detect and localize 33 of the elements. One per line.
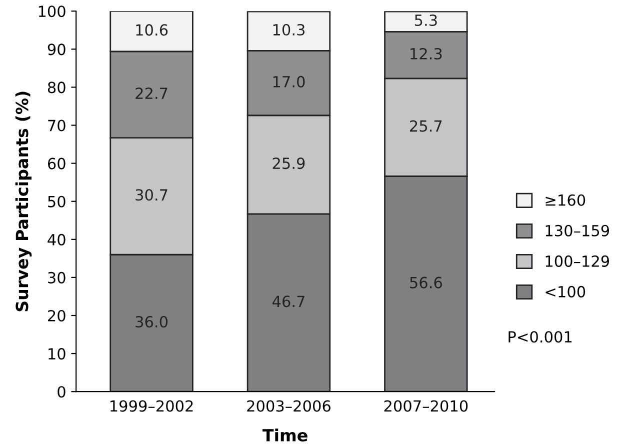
x-tick-label: 1999–2002 [110,400,193,412]
data-label: 10.6 [136,24,168,36]
legend-label: ≥160 [546,194,586,206]
y-tick-label: 90 [48,44,66,56]
legend-label: 100–129 [546,255,610,267]
legend-label: <100 [546,286,586,298]
y-tick-label: 60 [48,158,66,170]
y-tick-label: 30 [48,272,66,284]
y-axis-title: Survey Participants (%) [15,92,32,312]
data-label: 56.6 [410,276,442,288]
x-axis-title: Time [262,428,308,442]
y-tick-label: 20 [48,310,66,322]
x-tick-label: 2007–2010 [384,400,468,412]
text: P<0.001 [508,331,572,343]
data-label: 25.9 [272,158,305,170]
y-tick-label: 0 [58,386,66,398]
data-label: 10.3 [273,24,305,36]
y-tick-label: 70 [48,120,66,132]
y-tick-label: 10 [48,348,66,360]
data-label: 25.7 [410,120,442,132]
data-label: 36.0 [136,316,168,328]
data-label: 17.0 [273,76,305,88]
data-label: 22.7 [136,88,168,99]
data-label: 30.7 [136,189,168,201]
legend-label: 130–159 [546,224,610,236]
y-tick-label: 80 [48,82,66,94]
y-tick-label: 50 [48,196,66,208]
y-tick-label: 100 [38,6,66,18]
data-label: 12.3 [410,48,442,60]
data-label: 46.7 [272,296,304,308]
data-label: 5.3 [414,14,437,26]
y-tick-label: 40 [48,234,66,246]
x-tick-label: 2003–2006 [247,400,330,412]
